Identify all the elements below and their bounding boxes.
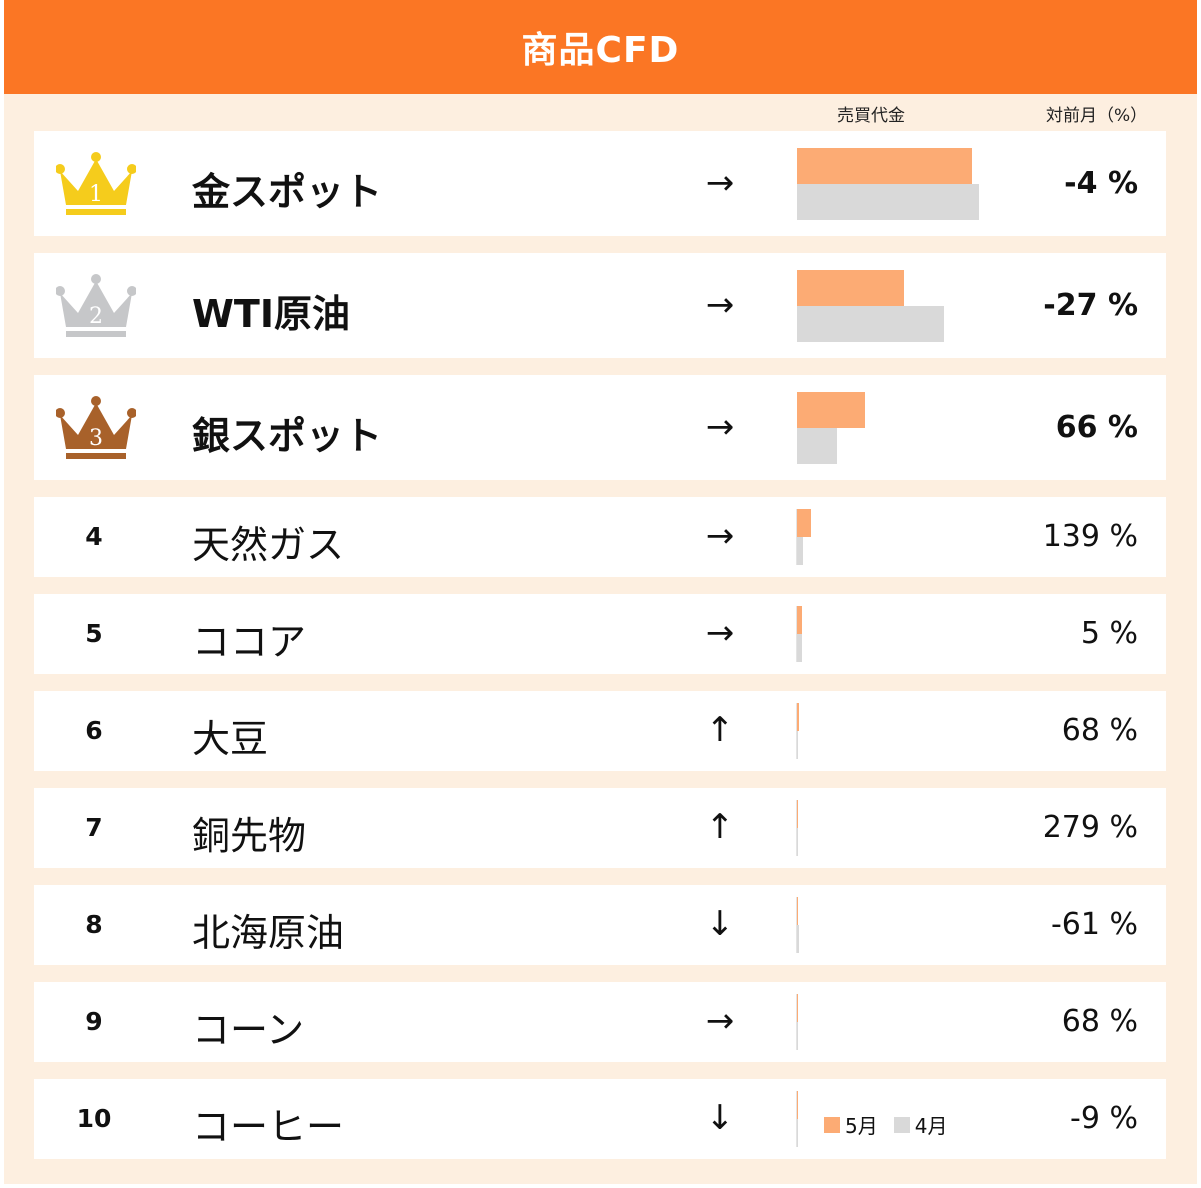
- column-header-mom: 対前月（%）: [1046, 106, 1148, 126]
- bar-baseline: [796, 897, 797, 953]
- svg-text:3: 3: [89, 426, 103, 451]
- trend-arrow-icon: ↑: [705, 807, 735, 847]
- mom-percent: 66 %: [1055, 409, 1138, 445]
- bar-may: [797, 800, 799, 828]
- mom-percent: 68 %: [1061, 713, 1138, 748]
- ranking-panel: 商品CFD 売買代金 対前月（%） 1 金スポット → -4 % 2 WTI原油 → -27 …: [4, 0, 1197, 1184]
- bar-may: [797, 509, 811, 537]
- bar-may: [797, 606, 803, 634]
- header-bar: 商品CFD: [4, 0, 1197, 94]
- ranking-row: 4 天然ガス → 139 %: [34, 497, 1166, 577]
- mom-percent: -4 %: [1064, 165, 1138, 201]
- gold-crown-icon: 1: [55, 151, 137, 217]
- svg-text:1: 1: [89, 182, 103, 207]
- bar-baseline: [796, 606, 797, 662]
- legend-label-may: 5月: [845, 1114, 878, 1138]
- bar-apr: [797, 1022, 798, 1050]
- trend-arrow-icon: →: [705, 284, 735, 325]
- trend-arrow-icon: →: [705, 613, 735, 653]
- bar-baseline: [796, 703, 797, 759]
- svg-text:2: 2: [89, 304, 103, 329]
- mom-percent: 279 %: [1042, 810, 1138, 845]
- bar-may: [797, 897, 798, 925]
- ranking-row: 6 大豆 ↑ 68 %: [34, 691, 1166, 771]
- ranking-row: 1 金スポット → -4 %: [34, 131, 1166, 236]
- legend-swatch-apr: [893, 1116, 910, 1133]
- commodity-name: ココア: [192, 620, 307, 664]
- rank-number: 10: [76, 1104, 112, 1133]
- commodity-name: 大豆: [192, 717, 269, 761]
- bar-baseline: [796, 1091, 797, 1147]
- column-header-amount: 売買代金: [837, 106, 905, 126]
- bar-may: [797, 994, 798, 1022]
- bar-apr: [797, 828, 798, 856]
- trend-arrow-icon: →: [705, 1001, 735, 1041]
- ranking-row: 3 銀スポット → 66 %: [34, 375, 1166, 480]
- rank-number: 5: [85, 619, 103, 648]
- legend-item-apr: 4月: [893, 1110, 948, 1139]
- ranking-row: 10 コーヒー ↓ -9 %: [34, 1079, 1166, 1159]
- trend-arrow-icon: ↓: [705, 904, 735, 944]
- ranking-row: 7 銅先物 ↑ 279 %: [34, 788, 1166, 868]
- trend-arrow-icon: →: [705, 516, 735, 556]
- bar-baseline: [796, 994, 797, 1050]
- legend-swatch-may: [824, 1116, 840, 1133]
- bar-may: [797, 703, 800, 731]
- page-title: 商品CFD: [521, 30, 680, 71]
- bar-apr: [797, 537, 803, 565]
- bar-apr: [797, 634, 803, 662]
- ranking-row: 9 コーン → 68 %: [34, 982, 1166, 1062]
- mom-percent: 139 %: [1042, 519, 1138, 554]
- rank-number: 4: [85, 522, 103, 551]
- commodity-name: 北海原油: [192, 911, 345, 955]
- bar-apr: [797, 427, 838, 464]
- bar-may: [797, 391, 866, 428]
- bar-may: [797, 1091, 798, 1119]
- commodity-name: コーヒー: [192, 1105, 345, 1149]
- mom-percent: 68 %: [1061, 1004, 1138, 1039]
- mom-percent: -61 %: [1050, 907, 1138, 942]
- commodity-name: 天然ガス: [192, 523, 345, 567]
- bar-baseline: [796, 509, 797, 565]
- silver-crown-icon: 2: [55, 273, 137, 339]
- bar-may: [797, 147, 972, 184]
- ranking-row: 8 北海原油 ↓ -61 %: [34, 885, 1166, 965]
- commodity-name: WTI原油: [192, 291, 350, 336]
- bar-apr: [797, 1119, 798, 1147]
- rank-number: 9: [85, 1007, 103, 1036]
- rank-number: 8: [85, 910, 103, 939]
- commodity-name: コーン: [192, 1008, 305, 1052]
- bronze-crown-icon: 3: [55, 395, 137, 461]
- trend-arrow-icon: ↓: [705, 1098, 735, 1138]
- mom-percent: -9 %: [1070, 1101, 1138, 1136]
- ranking-row: 5 ココア → 5 %: [34, 594, 1166, 674]
- mom-percent: 5 %: [1080, 616, 1138, 651]
- bar-apr: [797, 305, 944, 342]
- legend-item-may: 5月: [824, 1110, 878, 1139]
- bar-baseline: [796, 800, 797, 856]
- rank-number: 7: [85, 813, 103, 842]
- bar-apr: [797, 183, 979, 220]
- ranking-row: 2 WTI原油 → -27 %: [34, 253, 1166, 358]
- trend-arrow-icon: ↑: [705, 710, 735, 750]
- trend-arrow-icon: →: [705, 162, 735, 203]
- legend: 5月 4月: [824, 1110, 963, 1139]
- trend-arrow-icon: →: [705, 406, 735, 447]
- commodity-name: 銀スポット: [192, 413, 383, 458]
- commodity-name: 金スポット: [192, 169, 383, 214]
- mom-percent: -27 %: [1043, 287, 1138, 323]
- bar-apr: [797, 731, 799, 759]
- bar-may: [797, 269, 904, 306]
- commodity-name: 銅先物: [192, 814, 307, 858]
- rank-number: 6: [85, 716, 103, 745]
- bar-apr: [797, 925, 799, 953]
- legend-label-apr: 4月: [914, 1114, 948, 1138]
